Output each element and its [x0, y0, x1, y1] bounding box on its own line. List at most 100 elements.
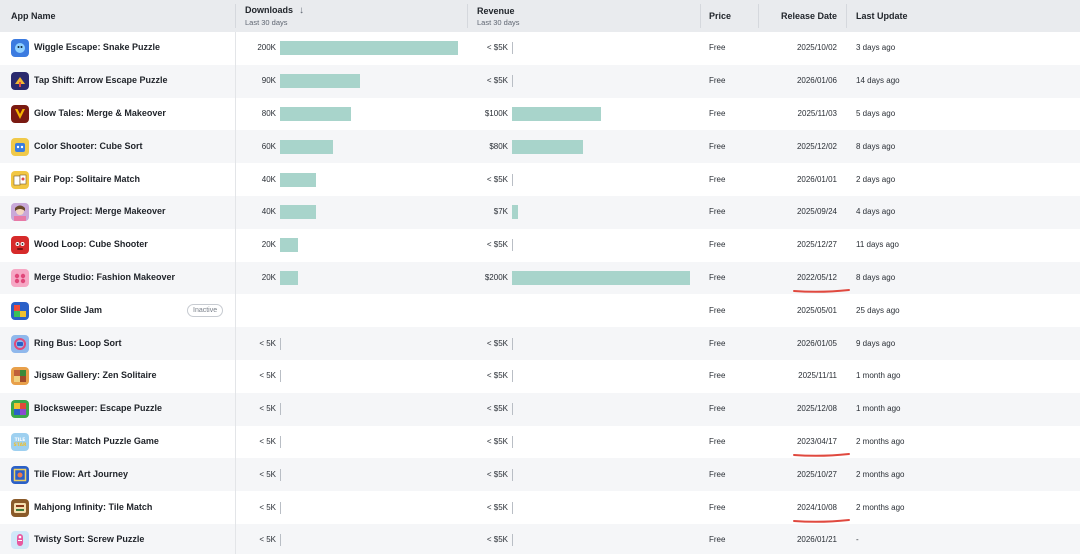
- col-price[interactable]: Price: [709, 0, 731, 32]
- app-name[interactable]: Tile Flow: Art Journey: [34, 468, 129, 479]
- price: Free: [709, 436, 726, 446]
- app-name[interactable]: Mahjong Infinity: Tile Match: [34, 501, 153, 512]
- table-row[interactable]: Wiggle Escape: Snake Puzzle 200K < $5K Free…: [0, 32, 1080, 65]
- revenue-bar: [512, 270, 690, 285]
- col-release-date-label: Release Date: [780, 11, 837, 21]
- downloads-value: 20K: [261, 240, 276, 250]
- revenue-value: < $5K: [486, 502, 508, 512]
- table-header: App Name Downloads ↓ Last 30 days Revenue…: [0, 0, 1080, 32]
- table-row[interactable]: Wood Loop: Cube Shooter 20K < $5K Free 2025/…: [0, 228, 1080, 262]
- table-row[interactable]: Tile Flow: Art Journey < 5K < $5K Free 2025/…: [0, 458, 1080, 492]
- price: Free: [709, 207, 726, 217]
- table-row[interactable]: Blocksweeper: Escape Puzzle < 5K < $5K Free…: [0, 392, 1080, 426]
- table-row[interactable]: Ring Bus: Loop Sort < 5K < $5K Free 2026/01/…: [0, 327, 1080, 360]
- last-update: 1 month ago: [856, 371, 901, 381]
- last-update: 4 days ago: [856, 207, 896, 217]
- app-name[interactable]: Glow Tales: Merge & Makeover: [34, 107, 166, 118]
- app-name[interactable]: Tap Shift: Arrow Escape Puzzle: [34, 75, 168, 86]
- downloads-value: 40K: [261, 207, 276, 217]
- mahjong-app-icon[interactable]: [11, 498, 29, 517]
- slide-app-icon[interactable]: [11, 301, 29, 320]
- app-name[interactable]: Jigsaw Gallery: Zen Solitaire: [34, 370, 157, 381]
- revenue-bar: [512, 468, 513, 481]
- col-last-update[interactable]: Last Update: [856, 0, 908, 32]
- app-name[interactable]: Party Project: Merge Makeover: [34, 206, 166, 217]
- col-release-date[interactable]: Release Date: [758, 0, 837, 32]
- release-date: 2025/10/02: [796, 43, 837, 53]
- screw-app-icon[interactable]: [11, 531, 29, 550]
- jigsaw-app-icon[interactable]: [11, 367, 29, 386]
- row-divider: [235, 261, 236, 295]
- app-name[interactable]: Wood Loop: Cube Shooter: [34, 239, 148, 250]
- table-row[interactable]: TILE STAR Tile Star: Match Puzzle Game < 5K…: [0, 425, 1080, 459]
- app-name[interactable]: Color Shooter: Cube Sort: [34, 140, 143, 151]
- col-price-label: Price: [709, 11, 732, 21]
- app-name[interactable]: Ring Bus: Loop Sort: [34, 337, 122, 348]
- price: Free: [709, 469, 726, 479]
- table-row[interactable]: Merge Studio: Fashion Makeover 20K $200K Fr…: [0, 261, 1080, 295]
- price: Free: [709, 240, 726, 250]
- row-divider: [235, 163, 236, 196]
- release-date: 2022/05/12: [796, 272, 837, 282]
- cards-app-icon[interactable]: [11, 170, 29, 189]
- loop-app-icon[interactable]: [11, 236, 29, 255]
- downloads-value: < 5K: [259, 535, 276, 545]
- last-update: -: [856, 535, 859, 545]
- revenue-value: < $5K: [486, 338, 508, 348]
- table-row[interactable]: Tap Shift: Arrow Escape Puzzle 90K < $5K Fr…: [0, 64, 1080, 98]
- last-update: 8 days ago: [856, 141, 896, 151]
- snake-app-icon[interactable]: [11, 39, 29, 58]
- row-divider: [235, 32, 236, 65]
- blocks-app-icon[interactable]: [11, 400, 29, 419]
- app-name[interactable]: Twisty Sort: Screw Puzzle: [34, 534, 145, 545]
- party-app-icon[interactable]: [11, 203, 29, 222]
- col-downloads-label: Downloads: [245, 5, 294, 15]
- sort-down-icon[interactable]: ↓: [299, 5, 305, 16]
- table-row[interactable]: Twisty Sort: Screw Puzzle < 5K < $5K Free 20…: [0, 524, 1080, 554]
- col-app-name[interactable]: App Name: [11, 0, 56, 32]
- release-date: 2025/12/02: [796, 141, 837, 151]
- release-date: 2025/11/03: [797, 108, 837, 118]
- app-name[interactable]: Merge Studio: Fashion Makeover: [34, 271, 176, 282]
- table-row[interactable]: Glow Tales: Merge & Makeover 80K $100K Free…: [0, 97, 1080, 131]
- col-downloads[interactable]: Downloads ↓ Last 30 days: [245, 0, 304, 32]
- downloads-bar: [280, 403, 281, 416]
- release-date: 2026/01/21: [796, 535, 837, 545]
- row-divider: [235, 327, 236, 360]
- col-revenue[interactable]: Revenue Last 30 days: [477, 0, 520, 32]
- glow-app-icon[interactable]: [11, 104, 29, 123]
- row-divider: [235, 130, 236, 164]
- last-update: 2 months ago: [856, 502, 905, 512]
- downloads-value: 20K: [261, 272, 276, 282]
- col-revenue-sub: Last 30 days: [477, 17, 520, 27]
- revenue-value: $80K: [489, 141, 508, 151]
- col-divider: [235, 4, 236, 28]
- row-divider: [235, 360, 236, 393]
- app-name[interactable]: Tile Star: Match Puzzle Game: [34, 435, 159, 446]
- app-name[interactable]: Wiggle Escape: Snake Puzzle: [34, 42, 160, 53]
- downloads-value: 200K: [257, 43, 276, 53]
- app-name[interactable]: Color Slide Jam: [34, 304, 103, 315]
- app-name[interactable]: Pair Pop: Solitaire Match: [34, 173, 141, 184]
- table-row[interactable]: Color Shooter: Cube Sort 60K $80K Free 2025/…: [0, 130, 1080, 164]
- price: Free: [709, 404, 726, 414]
- revenue-bar: [512, 435, 513, 448]
- tilestar-app-icon[interactable]: TILE STAR: [11, 432, 29, 451]
- last-update: 14 days ago: [856, 76, 900, 86]
- annotation-underline: [793, 518, 850, 523]
- app-name[interactable]: Blocksweeper: Escape Puzzle: [34, 403, 163, 414]
- table-row[interactable]: Mahjong Infinity: Tile Match < 5K < $5K Fre…: [0, 491, 1080, 524]
- release-date: 2025/12/27: [796, 240, 837, 250]
- bus-app-icon[interactable]: [11, 334, 29, 353]
- tileflow-app-icon[interactable]: [11, 465, 29, 484]
- table-row[interactable]: Pair Pop: Solitaire Match 40K < $5K Free 202…: [0, 163, 1080, 196]
- table-row[interactable]: Party Project: Merge Makeover 40K $7K Free 2…: [0, 196, 1080, 229]
- cube-app-icon[interactable]: [11, 137, 29, 156]
- table-row[interactable]: Jigsaw Gallery: Zen Solitaire < 5K < $5K Fr…: [0, 360, 1080, 393]
- revenue-value: < $5K: [486, 240, 508, 250]
- table-row[interactable]: Color Slide Jam Inactive Free 2025/05/01 25 …: [0, 294, 1080, 328]
- price: Free: [709, 305, 726, 315]
- fashion-app-icon[interactable]: [11, 268, 29, 287]
- arrow-app-icon[interactable]: [11, 72, 29, 91]
- svg-text:STAR: STAR: [14, 442, 27, 448]
